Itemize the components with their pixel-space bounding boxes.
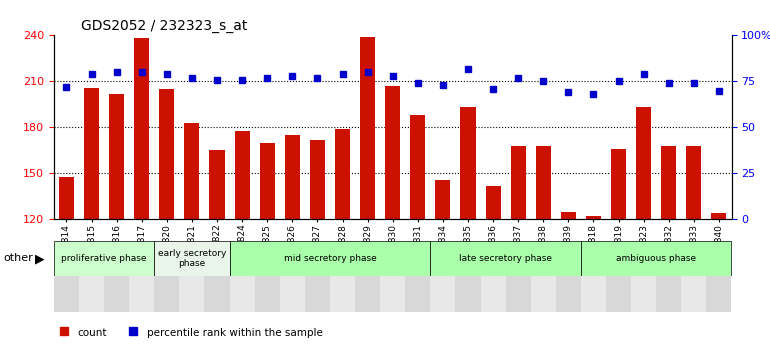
Bar (460, 108, 476, 354)
FancyBboxPatch shape (405, 276, 430, 312)
Text: ambiguous phase: ambiguous phase (616, 254, 696, 263)
FancyBboxPatch shape (229, 276, 255, 312)
Bar (686, 146, 701, 354)
Bar (385, 86, 400, 354)
Bar (184, 123, 199, 354)
FancyBboxPatch shape (531, 276, 556, 312)
FancyBboxPatch shape (205, 276, 229, 312)
Bar (285, 135, 300, 354)
Bar (661, 146, 676, 354)
FancyBboxPatch shape (79, 276, 104, 312)
FancyBboxPatch shape (581, 241, 732, 276)
FancyBboxPatch shape (480, 276, 506, 312)
Bar (511, 146, 526, 354)
Bar (486, 186, 500, 354)
Text: ▶: ▶ (35, 252, 44, 265)
FancyBboxPatch shape (104, 276, 129, 312)
Bar (711, 213, 726, 354)
FancyBboxPatch shape (706, 276, 732, 312)
FancyBboxPatch shape (355, 276, 380, 312)
Text: mid secretory phase: mid secretory phase (283, 254, 377, 263)
FancyBboxPatch shape (305, 276, 330, 312)
Bar (59, 177, 74, 354)
Text: late secretory phase: late secretory phase (459, 254, 552, 263)
Bar (360, 37, 375, 354)
Bar (536, 146, 551, 354)
FancyBboxPatch shape (154, 241, 229, 276)
FancyBboxPatch shape (430, 276, 455, 312)
FancyBboxPatch shape (430, 241, 581, 276)
Bar (561, 212, 576, 354)
Bar (335, 129, 350, 354)
Bar (84, 87, 99, 354)
Legend: count, percentile rank within the sample: count, percentile rank within the sample (59, 327, 323, 338)
Bar (435, 179, 450, 354)
Text: proliferative phase: proliferative phase (62, 254, 147, 263)
FancyBboxPatch shape (229, 241, 430, 276)
FancyBboxPatch shape (681, 276, 706, 312)
Bar (410, 115, 425, 354)
FancyBboxPatch shape (179, 276, 205, 312)
FancyBboxPatch shape (330, 276, 355, 312)
Bar (109, 94, 124, 354)
Bar (310, 140, 325, 354)
Bar (611, 149, 626, 354)
FancyBboxPatch shape (656, 276, 681, 312)
FancyBboxPatch shape (280, 276, 305, 312)
FancyBboxPatch shape (506, 276, 531, 312)
FancyBboxPatch shape (556, 276, 581, 312)
FancyBboxPatch shape (54, 276, 79, 312)
Bar (209, 150, 225, 354)
FancyBboxPatch shape (255, 276, 280, 312)
FancyBboxPatch shape (455, 276, 480, 312)
FancyBboxPatch shape (380, 276, 405, 312)
FancyBboxPatch shape (581, 276, 606, 312)
FancyBboxPatch shape (606, 276, 631, 312)
FancyBboxPatch shape (54, 241, 154, 276)
FancyBboxPatch shape (129, 276, 154, 312)
Bar (134, 39, 149, 354)
FancyBboxPatch shape (154, 276, 179, 312)
Bar (259, 143, 275, 354)
Text: early secretory
phase: early secretory phase (158, 249, 226, 268)
FancyBboxPatch shape (631, 276, 656, 312)
Bar (159, 89, 174, 354)
Text: other: other (4, 253, 34, 263)
Bar (636, 108, 651, 354)
Bar (235, 131, 249, 354)
Text: GDS2052 / 232323_s_at: GDS2052 / 232323_s_at (81, 19, 247, 33)
Bar (586, 216, 601, 354)
